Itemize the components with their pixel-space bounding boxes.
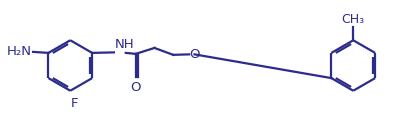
Text: NH: NH (114, 38, 134, 51)
Text: O: O (190, 48, 200, 61)
Text: H₂N: H₂N (7, 45, 32, 58)
Text: O: O (130, 81, 141, 94)
Text: F: F (70, 97, 78, 110)
Text: CH₃: CH₃ (342, 13, 365, 26)
